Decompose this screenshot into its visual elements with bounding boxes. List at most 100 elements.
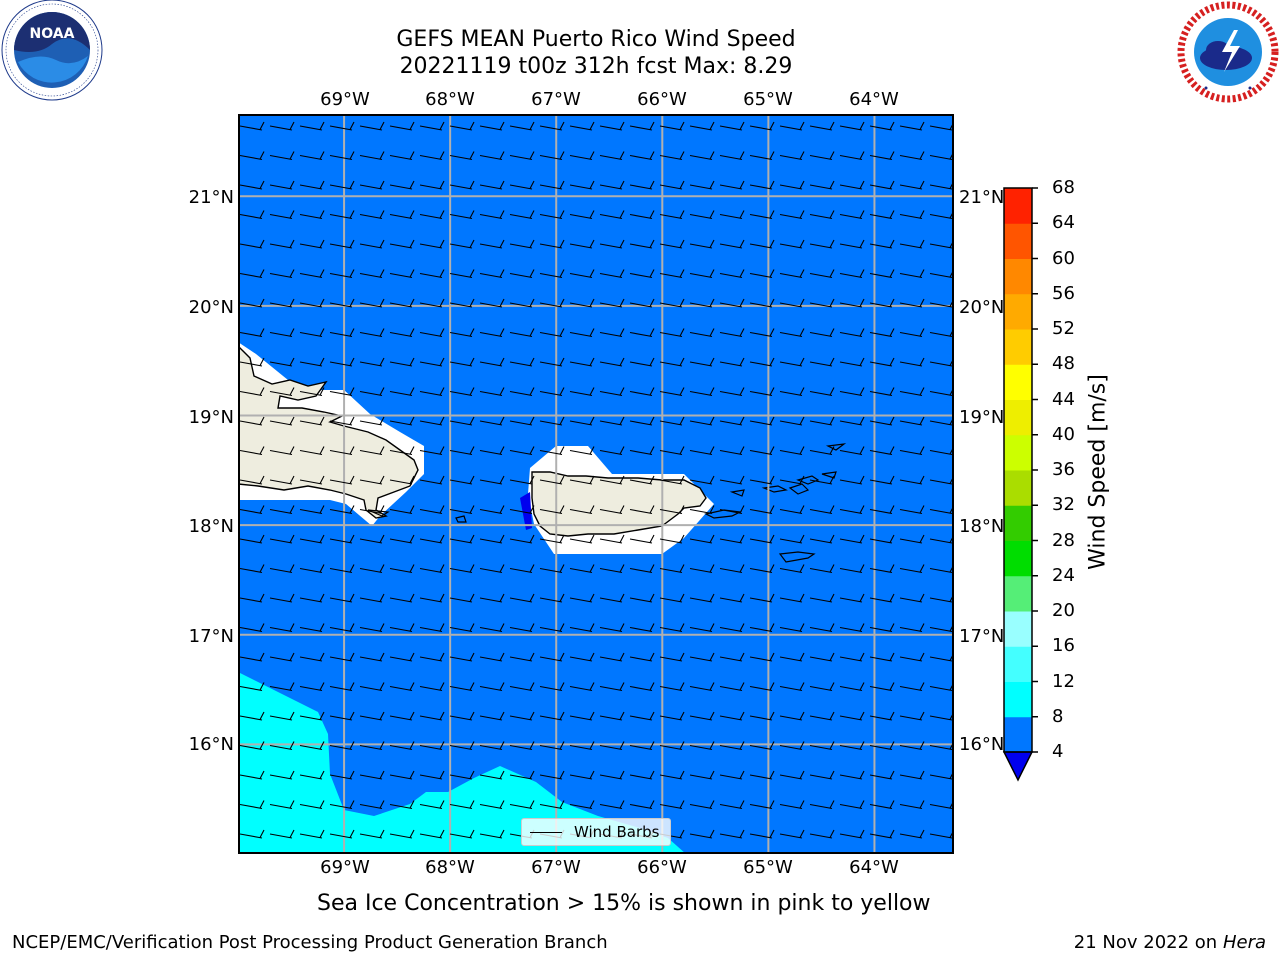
- wind-barb: [719, 623, 745, 633]
- wind-barb: [329, 770, 355, 780]
- wind-barb: [779, 623, 805, 633]
- wind-barb: [449, 505, 475, 515]
- wind-barb: [329, 298, 355, 308]
- wind-barb: [539, 505, 565, 515]
- colorbar-tick-label: 60: [1052, 247, 1075, 269]
- wind-barb: [389, 505, 415, 515]
- wind-barb: [479, 416, 505, 426]
- wind-barb: [359, 416, 385, 426]
- wind-barb: [869, 416, 895, 426]
- wind-barb: [359, 800, 385, 810]
- wind-barb: [509, 387, 535, 397]
- wind-barb: [449, 269, 475, 279]
- wind-barb: [509, 121, 535, 131]
- wind-barb: [539, 475, 565, 485]
- wind-barb: [899, 387, 925, 397]
- wind-barb: [749, 387, 775, 397]
- wind-barb: [269, 800, 295, 810]
- wind-barb: [269, 711, 295, 721]
- wind-barb: [719, 505, 745, 515]
- lat-label-right: 20°N: [959, 297, 1005, 318]
- island-culebra: [729, 489, 745, 497]
- wind-barb: [899, 416, 925, 426]
- wind-barb: [359, 682, 385, 692]
- wind-barb: [449, 298, 475, 308]
- wind-barb: [329, 682, 355, 692]
- wind-barb: [599, 269, 625, 279]
- wind-barb: [509, 210, 535, 220]
- wind-barb: [569, 387, 595, 397]
- wind-barb: [719, 210, 745, 220]
- wind-barb: [749, 682, 775, 692]
- wind-barb: [359, 770, 385, 780]
- wind-barb: [869, 682, 895, 692]
- wind-barb: [569, 121, 595, 131]
- wind-barb: [839, 151, 865, 161]
- wind-barb: [269, 829, 295, 839]
- wind-barb: [629, 180, 655, 190]
- wind-barb: [839, 711, 865, 721]
- colorbar-band: [1004, 611, 1032, 647]
- wind-barb: [569, 741, 595, 751]
- wind-barb: [659, 446, 685, 456]
- wind-barb: [299, 269, 325, 279]
- colorbar-band: [1004, 364, 1032, 400]
- wind-barb: [809, 298, 835, 308]
- wind-barb: [779, 269, 805, 279]
- wind-barb: [599, 711, 625, 721]
- wind-barb: [689, 446, 715, 456]
- wind-barb: [329, 357, 355, 367]
- wind-barb: [899, 593, 925, 603]
- wind-barb: [839, 328, 865, 338]
- wind-barb: [899, 151, 925, 161]
- colorbar-tick-label: 40: [1052, 423, 1075, 445]
- wind-barb: [869, 328, 895, 338]
- barb-legend-line: [530, 832, 562, 833]
- wind-barb: [299, 239, 325, 249]
- wind-barb: [599, 564, 625, 574]
- wind-barb: [509, 357, 535, 367]
- wind-barb: [899, 770, 925, 780]
- wind-barb: [659, 534, 685, 544]
- wind-barb: [629, 564, 655, 574]
- wind-barb: [869, 210, 895, 220]
- wind-barb: [689, 741, 715, 751]
- wind-barb: [689, 652, 715, 662]
- wind-barb: [419, 446, 445, 456]
- footer-date-text: 21 Nov 2022 on: [1073, 932, 1218, 953]
- wind-barb: [659, 239, 685, 249]
- wind-barb: [899, 534, 925, 544]
- wind-barb: [419, 298, 445, 308]
- wind-barb: [779, 475, 805, 485]
- wind-barb: [839, 682, 865, 692]
- wind-barb: [809, 269, 835, 279]
- wind-barb: [239, 505, 265, 515]
- wind-barb: [299, 151, 325, 161]
- wind-barb: [299, 623, 325, 633]
- lon-label-bottom: 69°W: [320, 857, 370, 878]
- wind-barb: [569, 623, 595, 633]
- wind-barb: [539, 682, 565, 692]
- wind-barb: [419, 800, 445, 810]
- wind-barb: [659, 269, 685, 279]
- wind-barb: [359, 357, 385, 367]
- wind-barb: [749, 475, 775, 485]
- wind-barb: [809, 770, 835, 780]
- wind-barb: [299, 387, 325, 397]
- wind-barb: [449, 210, 475, 220]
- wind-barb: [539, 210, 565, 220]
- wind-barb: [899, 180, 925, 190]
- wind-barb: [869, 475, 895, 485]
- wind-barb: [899, 328, 925, 338]
- wind-barb: [869, 239, 895, 249]
- wind-barb: [239, 328, 265, 338]
- wind-barb: [329, 475, 355, 485]
- wind-barb: [449, 121, 475, 131]
- wind-barb: [299, 121, 325, 131]
- wind-barb: [329, 652, 355, 662]
- wind-barb: [899, 652, 925, 662]
- wind-barb: [359, 446, 385, 456]
- wind-barb: [809, 121, 835, 131]
- wind-barb: [329, 800, 355, 810]
- wind-barb: [539, 623, 565, 633]
